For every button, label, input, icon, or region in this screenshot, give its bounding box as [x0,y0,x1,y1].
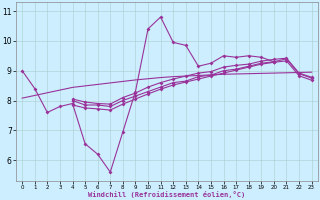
X-axis label: Windchill (Refroidissement éolien,°C): Windchill (Refroidissement éolien,°C) [88,191,245,198]
